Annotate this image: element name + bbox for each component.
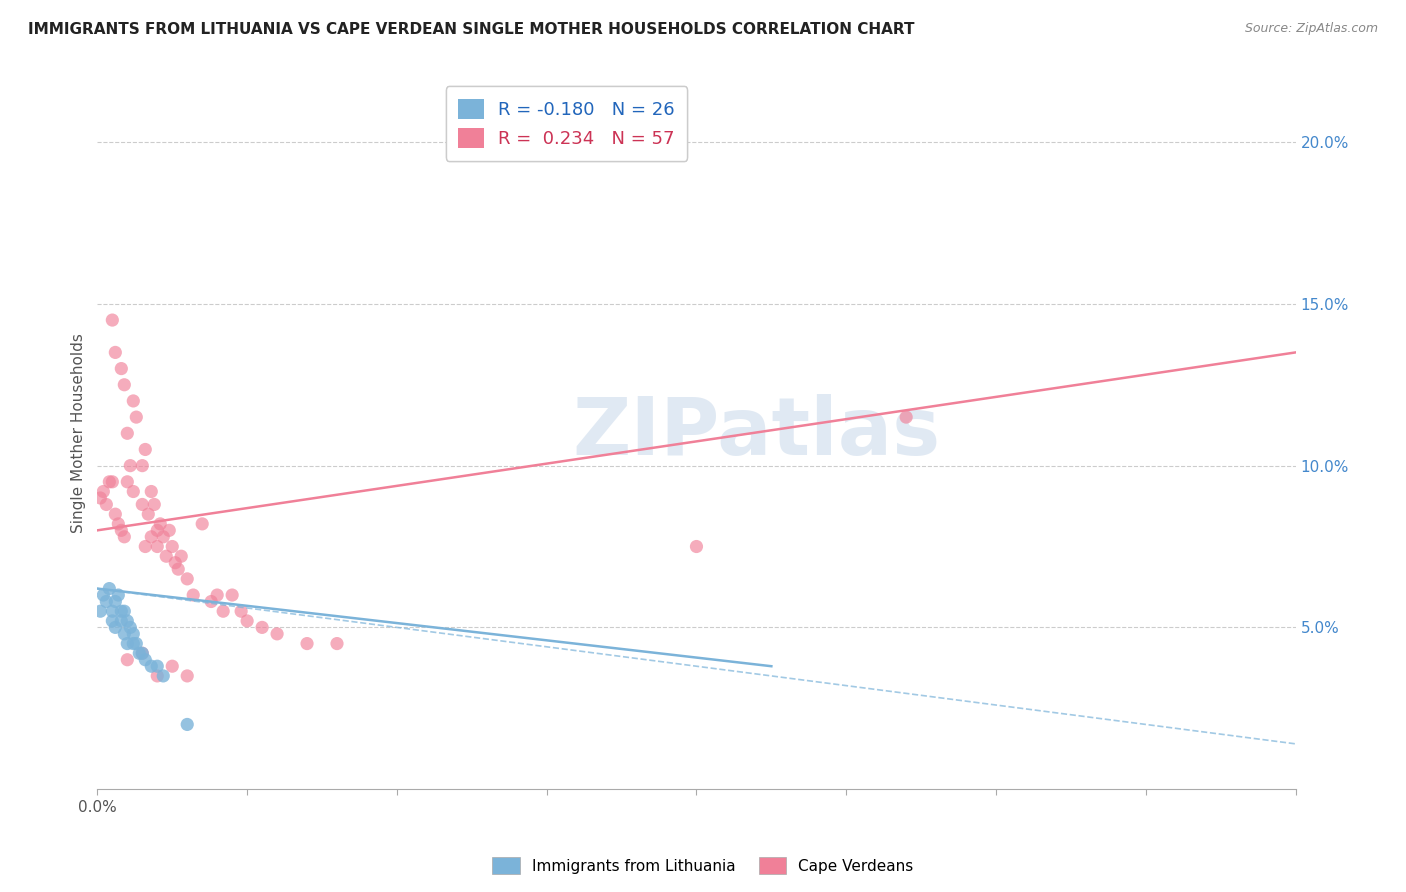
Point [125, 410, 148, 425]
Point [104, 507, 127, 521]
Point [250, 620, 273, 634]
Point [89, 491, 111, 505]
Point [134, 653, 156, 667]
Point [117, 475, 139, 489]
Point [122, 393, 145, 408]
Point [894, 410, 917, 425]
Point [176, 669, 198, 683]
Point [131, 458, 153, 473]
Point [165, 556, 187, 570]
Point [117, 614, 139, 628]
Point [117, 653, 139, 667]
Point [112, 627, 135, 641]
Point [128, 646, 150, 660]
Point [200, 594, 222, 608]
Point [146, 669, 169, 683]
Point [155, 549, 177, 564]
Point [120, 620, 142, 634]
Point [98, 582, 121, 596]
Point [295, 636, 318, 650]
Point [96, 594, 118, 608]
Point [104, 594, 127, 608]
Point [122, 484, 145, 499]
Point [152, 669, 174, 683]
Point [162, 540, 184, 554]
Point [122, 636, 145, 650]
Point [167, 562, 190, 576]
Point [141, 484, 163, 499]
Point [110, 524, 132, 538]
Point [149, 516, 172, 531]
Point [110, 614, 132, 628]
Point [146, 659, 169, 673]
Text: Source: ZipAtlas.com: Source: ZipAtlas.com [1244, 22, 1378, 36]
Point [117, 426, 139, 441]
Point [131, 646, 153, 660]
Point [104, 620, 127, 634]
Point [176, 717, 198, 731]
Point [120, 458, 142, 473]
Point [117, 636, 139, 650]
Point [181, 588, 204, 602]
Point [101, 614, 124, 628]
Point [685, 540, 707, 554]
Point [125, 636, 148, 650]
Point [101, 475, 124, 489]
Point [89, 604, 111, 618]
Text: IMMIGRANTS FROM LITHUANIA VS CAPE VERDEAN SINGLE MOTHER HOUSEHOLDS CORRELATION C: IMMIGRANTS FROM LITHUANIA VS CAPE VERDEA… [28, 22, 915, 37]
Point [93, 484, 115, 499]
Point [170, 549, 193, 564]
Point [191, 516, 214, 531]
Y-axis label: Single Mother Households: Single Mother Households [72, 334, 86, 533]
Point [221, 588, 243, 602]
Point [266, 627, 288, 641]
Point [146, 540, 169, 554]
Point [231, 604, 253, 618]
Point [101, 604, 124, 618]
Point [93, 588, 115, 602]
Legend: Immigrants from Lithuania, Cape Verdeans: Immigrants from Lithuania, Cape Verdeans [486, 851, 920, 880]
Point [101, 313, 124, 327]
Point [112, 530, 135, 544]
Point [131, 646, 153, 660]
Point [122, 627, 145, 641]
Point [162, 659, 184, 673]
Point [112, 604, 135, 618]
Point [110, 361, 132, 376]
Point [107, 516, 129, 531]
Point [143, 498, 166, 512]
Point [136, 507, 159, 521]
Point [107, 588, 129, 602]
Point [104, 345, 127, 359]
Point [212, 604, 235, 618]
Point [152, 530, 174, 544]
Text: ZIPatlas: ZIPatlas [572, 394, 941, 472]
Point [96, 498, 118, 512]
Point [176, 572, 198, 586]
Point [134, 442, 156, 457]
Point [98, 475, 121, 489]
Point [141, 530, 163, 544]
Point [110, 604, 132, 618]
Point [134, 540, 156, 554]
Point [131, 498, 153, 512]
Point [205, 588, 228, 602]
Point [146, 524, 169, 538]
Point [157, 524, 180, 538]
Point [326, 636, 349, 650]
Point [141, 659, 163, 673]
Point [112, 377, 135, 392]
Point [236, 614, 259, 628]
Legend: R = -0.180   N = 26, R =  0.234   N = 57: R = -0.180 N = 26, R = 0.234 N = 57 [446, 87, 688, 161]
